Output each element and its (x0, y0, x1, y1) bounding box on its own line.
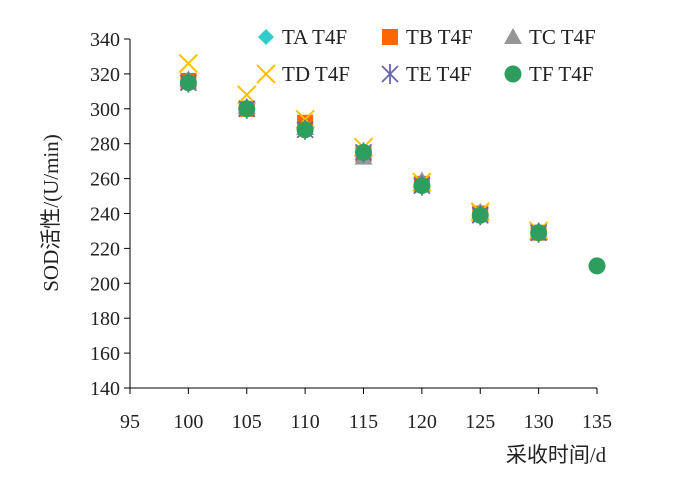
x-tick-label: 120 (407, 411, 437, 433)
data-point (238, 100, 256, 118)
y-tick-label: 300 (90, 99, 120, 121)
legend-item: TD T4F (256, 62, 350, 86)
legend-label: TD T4F (282, 62, 350, 86)
x-tick-label: 115 (349, 411, 378, 433)
legend-label: TB T4F (406, 25, 473, 49)
y-tick-label: 160 (90, 343, 120, 365)
legend-item: TB T4F (382, 25, 473, 49)
legend-item: TA T4F (258, 25, 347, 49)
data-point (530, 224, 548, 242)
x-marker-stroke (178, 53, 199, 74)
star-marker-stroke (381, 64, 399, 84)
y-tick-label: 280 (90, 134, 120, 156)
legend-label: TE T4F (406, 62, 472, 86)
y-tick-label: 260 (90, 169, 120, 191)
x-axis-label: 采收时间/d (506, 443, 607, 467)
y-tick-label: 180 (90, 308, 120, 330)
data-point (588, 257, 606, 275)
legend-label: TA T4F (282, 25, 347, 49)
y-tick-label: 320 (90, 64, 120, 86)
legend-item: TF T4F (504, 62, 593, 86)
x-tick-label: 135 (582, 411, 612, 433)
y-tick-label: 200 (90, 273, 120, 295)
x-marker-stroke (237, 85, 257, 105)
y-axis-label: SOD活性/(U/min) (39, 134, 63, 292)
legend-item: TE T4F (381, 62, 472, 86)
x-tick-label: 100 (173, 411, 203, 433)
data-point (355, 143, 372, 161)
x-tick-label: 125 (465, 411, 495, 433)
data-point (296, 121, 314, 139)
y-tick-label: 220 (90, 238, 120, 260)
x-tick-label: 110 (290, 411, 319, 433)
axes: 140 160 180 200 220 240 260 280 300 320 340 95 100 10… (90, 29, 612, 433)
legend: TA T4F TB T4F TC T4F TD T4F TE T4F TF T4F (256, 25, 596, 86)
x-marker-stroke (256, 64, 276, 84)
legend-marker (258, 29, 274, 45)
x-tick-label: 130 (524, 411, 554, 433)
legend-marker (256, 64, 276, 84)
legend-label: TF T4F (529, 62, 593, 86)
y-tick-label: 240 (90, 204, 120, 226)
legend-label: TC T4F (529, 25, 596, 49)
data-point (179, 74, 197, 92)
data-point (237, 85, 257, 105)
x-tick-label: 105 (232, 411, 262, 433)
legend-marker (504, 65, 522, 83)
legend-marker (381, 64, 399, 84)
y-tick-label: 140 (90, 378, 120, 400)
data-points (178, 53, 606, 275)
legend-marker (382, 29, 398, 45)
data-point (471, 206, 489, 224)
data-point (178, 53, 199, 74)
y-tick-label: 340 (90, 29, 120, 51)
x-tick-label: 95 (120, 411, 140, 433)
series-tf-t4f (179, 74, 606, 275)
legend-item: TC T4F (504, 25, 596, 49)
legend-marker (504, 28, 522, 44)
data-point (413, 177, 431, 195)
